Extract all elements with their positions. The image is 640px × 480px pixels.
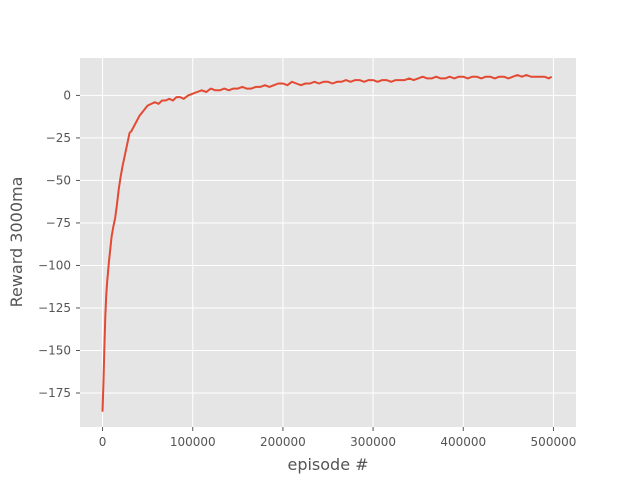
y-tick-label: −125 [38, 301, 71, 315]
y-tick-label: −75 [46, 216, 71, 230]
x-tick-label: 100000 [170, 435, 216, 449]
y-axis-label: Reward 3000ma [7, 177, 26, 308]
y-tick-label: −175 [38, 386, 71, 400]
x-axis-label: episode # [287, 455, 368, 474]
tick-labels: 0 100000 200000 300000 400000 500000 0 −25 −50 −7… [38, 88, 576, 449]
x-tick-label: 400000 [440, 435, 486, 449]
x-tick-label: 0 [99, 435, 107, 449]
plot-area [80, 58, 576, 427]
x-tick-label: 300000 [350, 435, 396, 449]
x-tick-label: 500000 [531, 435, 577, 449]
grid [76, 58, 576, 431]
reward-series-line [101, 74, 553, 412]
y-tick-label: −25 [46, 131, 71, 145]
y-tick-label: −150 [38, 343, 71, 357]
series-layer [101, 74, 553, 412]
y-tick-label: −100 [38, 258, 71, 272]
y-tick-label: 0 [63, 88, 71, 102]
y-tick-label: −50 [46, 173, 71, 187]
x-tick-label: 200000 [260, 435, 306, 449]
